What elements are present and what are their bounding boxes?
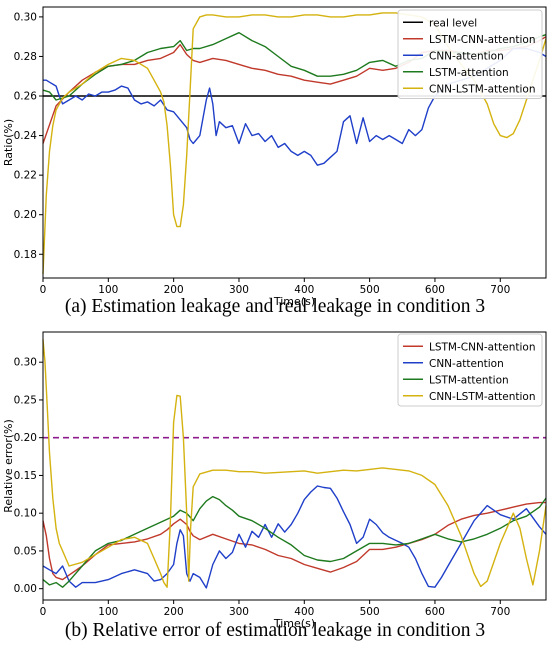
panel-a-x-tick-label: 100: [98, 284, 118, 296]
panel-a-legend-box: [397, 9, 543, 99]
panel-b-y-tick-label: 0.05: [14, 545, 37, 557]
panel-b-series-line-1: [42, 485, 547, 589]
panel-b-legend-label: LSTM-CNN-attention: [429, 341, 536, 353]
panel-a-legend-label: LSTM-CNN-attention: [429, 34, 536, 46]
panel-a-y-tick-label: 0.20: [14, 209, 37, 221]
panel-b-y-tick-label: 0.00: [14, 583, 37, 595]
panel-a-x-tick-label: 300: [229, 284, 249, 296]
panel-a-legend-label: CNN-LSTM-attention: [429, 83, 536, 95]
panel-a-legend-label: real level: [429, 17, 477, 29]
panel-a-x-tick-label: 700: [490, 284, 510, 296]
caption-panel-b: (b) Relative error of estimation leakage…: [64, 620, 486, 641]
panel-b-axes-frame: [42, 331, 547, 601]
panel-b-x-tick-label: 300: [229, 606, 249, 618]
panel-b-x-tick-label: 400: [294, 606, 314, 618]
panel-b-y-tick-label: 0.30: [14, 357, 37, 369]
panel-b-x-tick-label: 100: [98, 606, 118, 618]
panel-a-x-tick-label: 500: [360, 284, 380, 296]
panel-a-y-tick-label: 0.30: [14, 11, 37, 23]
panel-b-y-tick-label: 0.20: [14, 432, 37, 444]
panel-b-x-tick-label: 500: [360, 606, 380, 618]
panel-a-x-tick-label: 0: [40, 284, 47, 296]
panel-b-legend-label: CNN-attention: [429, 358, 504, 370]
panel-b-x-tick-label: 600: [425, 606, 445, 618]
panel-a-y-tick-label: 0.28: [14, 51, 37, 63]
panel-b-y-tick-label: 0.25: [14, 394, 37, 406]
panel-b-legend-label: CNN-LSTM-attention: [429, 391, 536, 403]
panel-a-legend-label: LSTM-attention: [429, 67, 509, 79]
panel-a-x-tick-label: 600: [425, 284, 445, 296]
panel-a-legend-label: CNN-attention: [429, 50, 504, 62]
panel-a-y-tick-label: 0.18: [14, 249, 37, 261]
panel-a-axes-frame: [42, 6, 547, 279]
panel-b-legend-box: [397, 333, 543, 407]
panel-a-x-axis-label: Time(s): [273, 295, 315, 308]
panel-b-x-tick-label: 200: [164, 606, 184, 618]
panel-b-y-tick-label: 0.15: [14, 470, 37, 482]
panel-a-y-tick-label: 0.22: [14, 170, 37, 182]
panel-a-x-tick-label: 400: [294, 284, 314, 296]
panel-b-y-tick-label: 0.10: [14, 508, 37, 520]
panel-b-legend-label: LSTM-attention: [429, 374, 509, 386]
panel-b-x-tick-label: 700: [490, 606, 510, 618]
panel-b-y-axis-label: Relative error(%): [2, 419, 15, 513]
panel-a-y-tick-label: 0.26: [14, 91, 38, 103]
panel-b-x-tick-label: 0: [40, 606, 47, 618]
panel-a-x-tick-label: 200: [164, 284, 184, 296]
panel-b-series-line-3: [42, 339, 547, 588]
panel-a-y-axis-label: Ratio(%): [2, 119, 15, 166]
panel-b-x-axis-label: Time(s): [273, 617, 315, 630]
panel-a-series-line-2: [43, 47, 547, 166]
panel-a-y-tick-label: 0.24: [14, 130, 38, 142]
caption-panel-a: (a) Estimation leakage and real leakage …: [64, 296, 486, 317]
